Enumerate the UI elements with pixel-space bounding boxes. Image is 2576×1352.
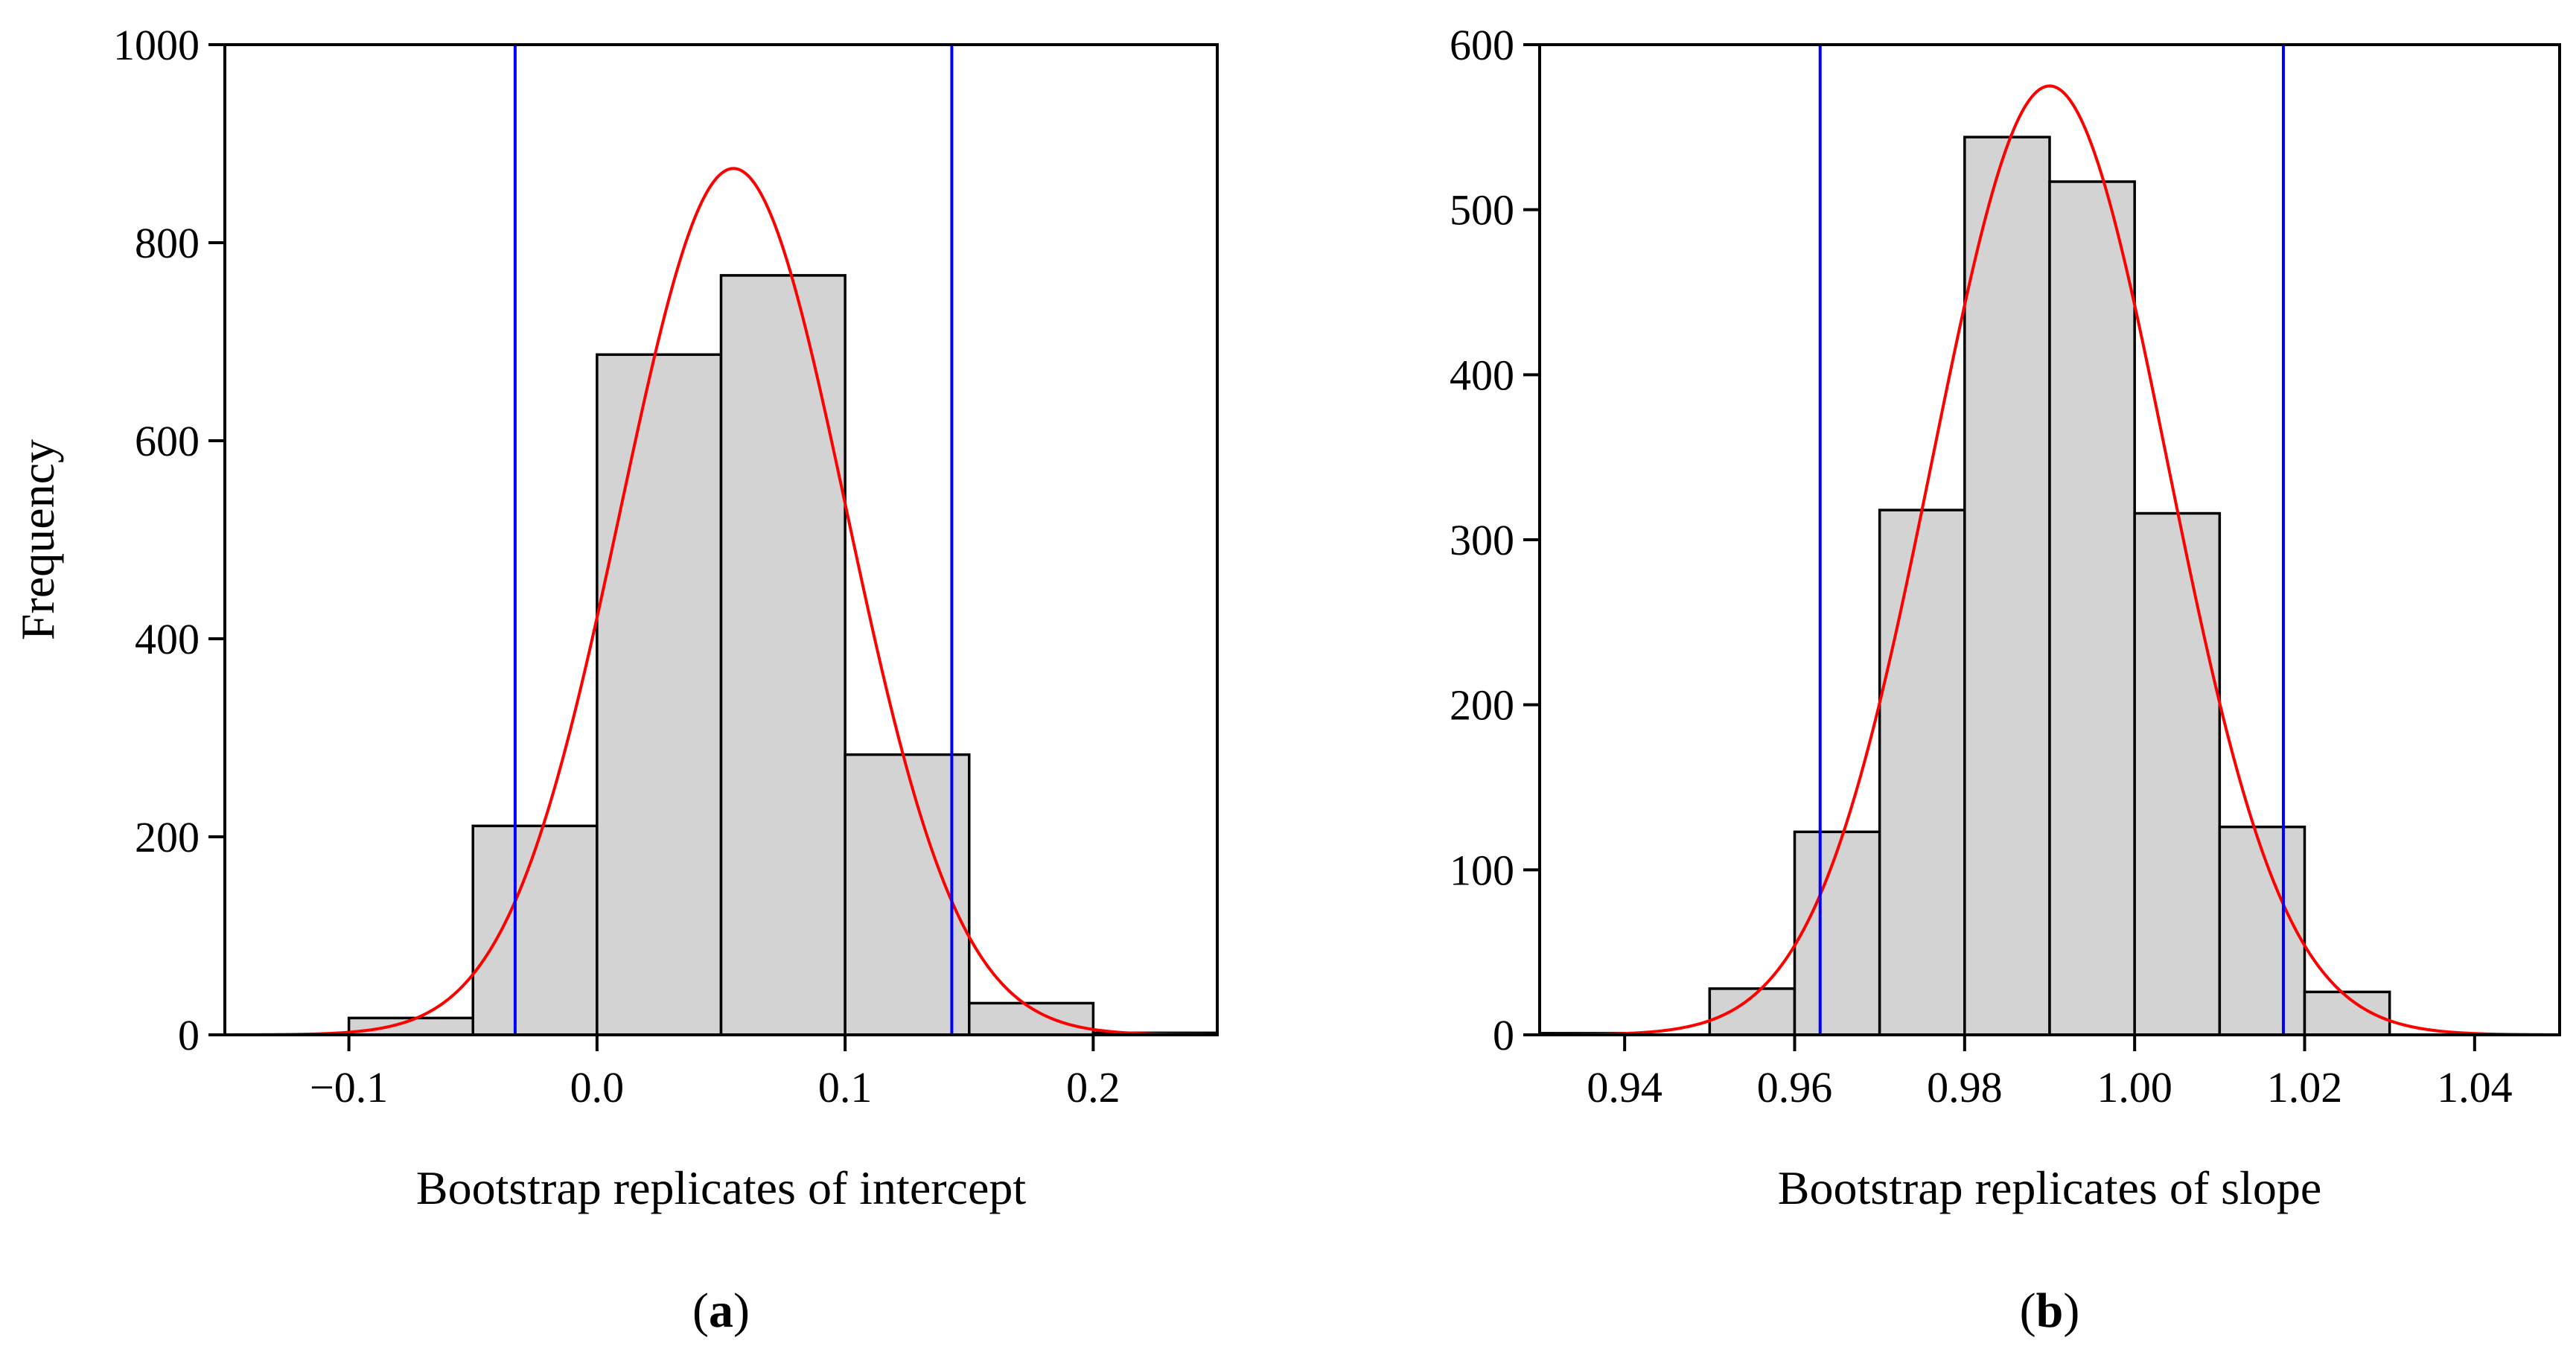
x-axis-title: Bootstrap replicates of intercept — [416, 1161, 1026, 1214]
histogram-bar — [596, 353, 723, 1036]
histogram-bar — [1878, 508, 1966, 1036]
y-tick-label: 200 — [135, 813, 200, 861]
normal-density-curve — [1539, 84, 2560, 1036]
y-tick-label: 0 — [178, 1011, 200, 1059]
y-tick-label: 300 — [1450, 516, 1514, 564]
x-tick-label: 0.98 — [1927, 1063, 2003, 1112]
y-tick-label: 600 — [1450, 21, 1514, 69]
panel-label: (a) — [692, 1284, 750, 1338]
histogram-bar — [1963, 135, 2051, 1036]
y-tick-label: 800 — [135, 219, 200, 267]
panel-label-letter: a — [709, 1284, 733, 1338]
histogram-bar — [719, 274, 847, 1036]
y-axis-title: Frequency — [11, 439, 64, 640]
x-tick-label: 0.96 — [1757, 1063, 1833, 1112]
histogram-bar — [2218, 825, 2306, 1036]
x-axis: 0.94 0.96 0.98 1.00 1.02 1.04 — [1587, 1035, 2513, 1112]
y-axis: 0 200 400 600 800 1000 — [113, 21, 225, 1059]
x-axis: −0.1 0.0 0.1 0.2 — [310, 1035, 1120, 1112]
x-tick-label: −0.1 — [310, 1063, 388, 1112]
histogram-bar — [471, 824, 599, 1036]
y-axis: 0 100 200 300 400 500 600 — [1450, 21, 1540, 1059]
histogram-bar — [2048, 180, 2136, 1036]
x-tick-label: 1.04 — [2437, 1063, 2513, 1112]
x-tick-label: 0.94 — [1587, 1063, 1662, 1112]
x-tick-label: 0.0 — [570, 1063, 625, 1112]
histogram-bars — [347, 274, 1219, 1036]
plot-frame — [223, 43, 1219, 1036]
histogram-bars — [1538, 135, 2391, 1036]
y-tick-label: 100 — [1450, 846, 1514, 894]
x-tick-label: 0.2 — [1066, 1063, 1120, 1112]
chart-panel-intercept: 0 200 400 600 800 1000 −0.1 0.0 0.1 0.2 Bootstra… — [11, 21, 1219, 1338]
histogram-bar — [1793, 830, 1881, 1036]
ci-lines — [1818, 45, 2285, 1035]
panel-label: (b) — [2020, 1284, 2080, 1338]
normal-density-curve — [225, 167, 1218, 1036]
panel-label-letter: b — [2036, 1284, 2064, 1338]
y-tick-label: 1000 — [113, 21, 200, 69]
histogram-bar — [2133, 511, 2222, 1036]
y-tick-label: 400 — [135, 615, 200, 663]
x-axis-title: Bootstrap replicates of slope — [1778, 1161, 2321, 1214]
x-tick-label: 1.02 — [2267, 1063, 2343, 1112]
y-tick-label: 600 — [135, 417, 200, 465]
x-tick-label: 1.00 — [2097, 1063, 2172, 1112]
y-tick-label: 400 — [1450, 351, 1514, 399]
y-tick-label: 0 — [1493, 1011, 1514, 1059]
chart-panel-slope: 0 100 200 300 400 500 600 0.94 0.96 0.98 1.00 1.02… — [1450, 21, 2561, 1338]
y-tick-label: 200 — [1450, 681, 1514, 730]
x-tick-label: 0.1 — [818, 1063, 873, 1112]
ci-lines — [513, 45, 954, 1035]
y-tick-label: 500 — [1450, 186, 1514, 235]
